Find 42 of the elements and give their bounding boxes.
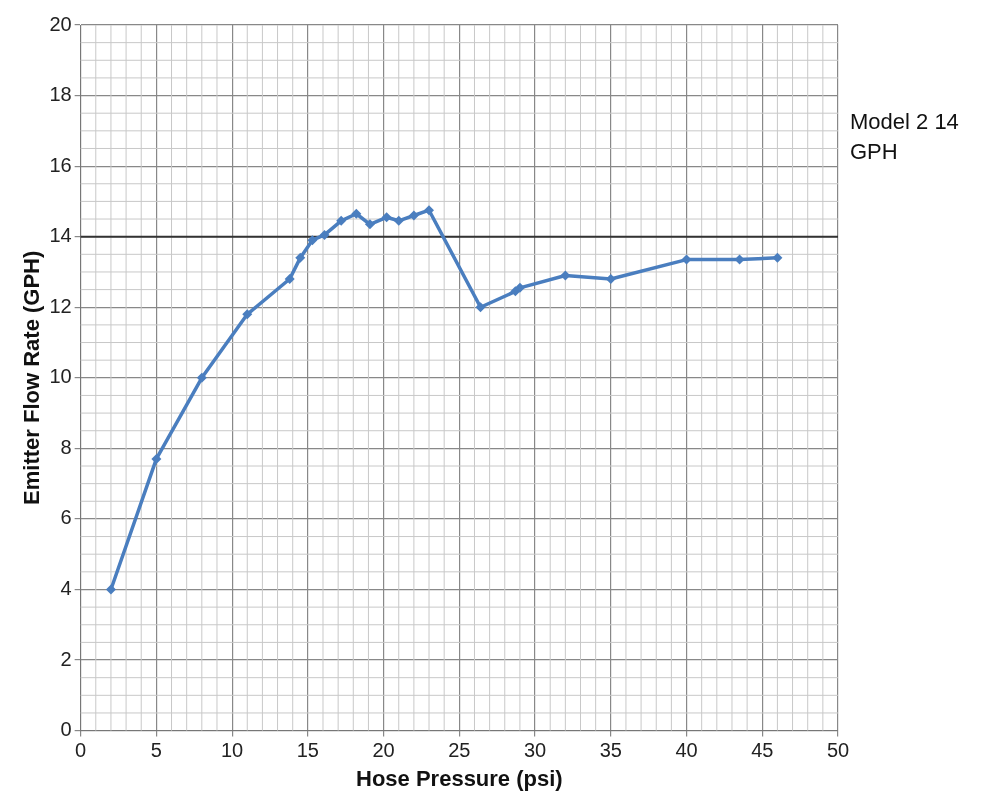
point [772, 252, 783, 263]
x-tick-label: 50 [826, 739, 850, 762]
y-tick-label: 2 [60, 647, 72, 670]
y-tick-label: 6 [60, 506, 72, 529]
y-tick-label: 14 [49, 224, 72, 247]
point [307, 235, 318, 246]
point [196, 372, 207, 383]
point [284, 274, 295, 285]
point [381, 212, 392, 223]
x-tick-label: 35 [599, 739, 622, 762]
y-tick-label: 10 [49, 365, 72, 388]
ref-line-label: Model 2 14 GPH [850, 107, 960, 166]
point [319, 229, 330, 240]
y-tick-label: 16 [49, 153, 72, 176]
y-axis-title: Emitter Flow Rate (GPH) [19, 250, 45, 505]
x-tick-label: 20 [372, 739, 395, 762]
y-tick-label: 12 [49, 294, 72, 317]
x-tick-label: 40 [675, 739, 698, 762]
y-tick-label: 4 [60, 577, 72, 599]
y-tick-label: 8 [60, 435, 72, 458]
x-tick-label: 25 [448, 739, 471, 762]
point [424, 205, 435, 216]
point [242, 309, 253, 320]
point [105, 584, 116, 595]
y-tick-label: 18 [49, 83, 72, 106]
x-axis-title: Hose Pressure (psi) [356, 765, 563, 791]
x-tick-label: 45 [751, 739, 774, 762]
y-tick-label: 0 [60, 718, 72, 741]
x-tick-label: 10 [220, 739, 244, 762]
x-tick-label: 15 [296, 739, 319, 762]
x-tick-label: 0 [75, 739, 87, 762]
x-tick-label: 5 [150, 739, 162, 762]
point [475, 302, 486, 313]
point [364, 219, 375, 230]
point [336, 215, 347, 226]
x-tick-label: 30 [523, 739, 547, 762]
point [151, 453, 162, 464]
y-tick-label: 20 [49, 12, 72, 35]
point [295, 252, 306, 263]
point [408, 210, 419, 221]
point [393, 215, 404, 226]
point [351, 208, 362, 219]
